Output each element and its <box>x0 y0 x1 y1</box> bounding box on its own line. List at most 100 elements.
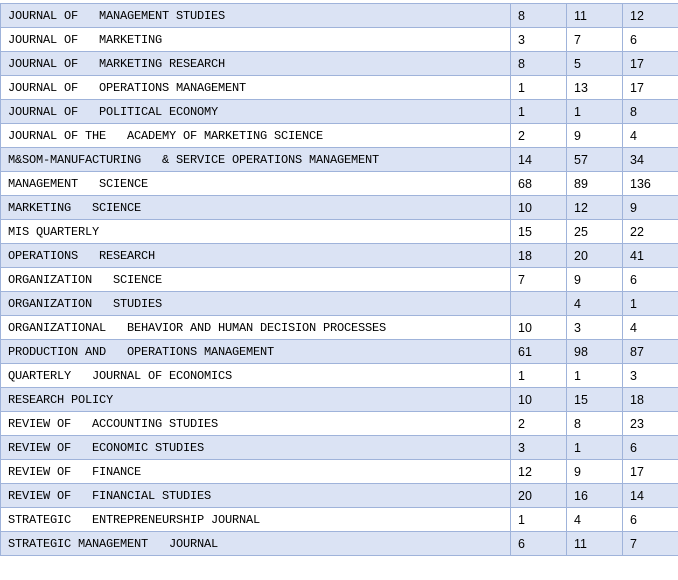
journal-name: JOURNAL OF MARKETING <box>0 27 511 52</box>
count-cell: 6 <box>622 507 678 532</box>
journal-name: RESEARCH POLICY <box>0 387 511 412</box>
count-cell: 12 <box>510 459 567 484</box>
count-cell: 6 <box>622 267 678 292</box>
journal-name: MARKETING SCIENCE <box>0 195 511 220</box>
count-cell: 8 <box>566 411 623 436</box>
count-cell: 15 <box>566 387 623 412</box>
count-cell: 1 <box>510 363 567 388</box>
journal-name: JOURNAL OF MARKETING RESEARCH <box>0 51 511 76</box>
table-row: M&SOM-MANUFACTURING & SERVICE OPERATIONS… <box>0 147 678 172</box>
table-row: JOURNAL OF OPERATIONS MANAGEMENT 1 13 17 <box>0 75 678 100</box>
count-cell: 4 <box>622 315 678 340</box>
journal-name: REVIEW OF FINANCE <box>0 459 511 484</box>
count-cell: 41 <box>622 243 678 268</box>
table-row: REVIEW OF FINANCIAL STUDIES 20 16 14 <box>0 483 678 508</box>
count-cell: 9 <box>566 267 623 292</box>
table-row: REVIEW OF FINANCE 12 9 17 <box>0 459 678 484</box>
count-cell: 18 <box>622 387 678 412</box>
table-row: MANAGEMENT SCIENCE 68 89 136 <box>0 171 678 196</box>
count-cell: 17 <box>622 51 678 76</box>
count-cell: 4 <box>566 291 623 316</box>
count-cell: 10 <box>510 315 567 340</box>
count-cell: 10 <box>510 195 567 220</box>
count-cell: 136 <box>622 171 678 196</box>
count-cell: 20 <box>566 243 623 268</box>
count-cell: 2 <box>510 411 567 436</box>
table-row: STRATEGIC ENTREPRENEURSHIP JOURNAL 1 4 6 <box>0 507 678 532</box>
journal-name: QUARTERLY JOURNAL OF ECONOMICS <box>0 363 511 388</box>
journal-name: JOURNAL OF MANAGEMENT STUDIES <box>0 3 511 28</box>
count-cell: 11 <box>566 531 623 556</box>
count-cell: 1 <box>566 363 623 388</box>
table-row: PRODUCTION AND OPERATIONS MANAGEMENT 61 98… <box>0 339 678 364</box>
table-row: JOURNAL OF MARKETING 3 7 6 <box>0 27 678 52</box>
count-cell: 15 <box>510 219 567 244</box>
count-cell: 3 <box>510 435 567 460</box>
journal-name: M&SOM-MANUFACTURING & SERVICE OPERATIONS… <box>0 147 511 172</box>
table-row: JOURNAL OF THE ACADEMY OF MARKETING SCIE… <box>0 123 678 148</box>
journal-name: ORGANIZATION STUDIES <box>0 291 511 316</box>
count-cell: 6 <box>510 531 567 556</box>
count-cell: 12 <box>622 3 678 28</box>
table-body: JOURNAL OF MANAGEMENT STUDIES 8 11 12 JOURNA… <box>0 3 678 556</box>
table-row: JOURNAL OF MARKETING RESEARCH 8 5 17 <box>0 51 678 76</box>
count-cell: 11 <box>566 3 623 28</box>
count-cell: 1 <box>622 291 678 316</box>
count-cell: 4 <box>566 507 623 532</box>
journal-name: ORGANIZATIONAL BEHAVIOR AND HUMAN DECISI… <box>0 315 511 340</box>
count-cell: 1 <box>566 99 623 124</box>
count-cell: 57 <box>566 147 623 172</box>
count-cell: 7 <box>510 267 567 292</box>
count-cell: 3 <box>622 363 678 388</box>
count-cell: 16 <box>566 483 623 508</box>
count-cell: 89 <box>566 171 623 196</box>
count-cell: 3 <box>510 27 567 52</box>
count-cell: 14 <box>622 483 678 508</box>
count-cell: 20 <box>510 483 567 508</box>
table-row: JOURNAL OF POLITICAL ECONOMY 1 1 8 <box>0 99 678 124</box>
journal-table: JOURNAL OF MANAGEMENT STUDIES 8 11 12 JOURNA… <box>0 3 678 556</box>
count-cell: 9 <box>622 195 678 220</box>
count-cell: 13 <box>566 75 623 100</box>
count-cell: 61 <box>510 339 567 364</box>
count-cell: 98 <box>566 339 623 364</box>
count-cell: 7 <box>622 531 678 556</box>
count-cell: 8 <box>510 51 567 76</box>
journal-name: MANAGEMENT SCIENCE <box>0 171 511 196</box>
table-row: QUARTERLY JOURNAL OF ECONOMICS 1 1 3 <box>0 363 678 388</box>
count-cell: 17 <box>622 459 678 484</box>
count-cell: 1 <box>566 435 623 460</box>
count-cell: 8 <box>510 3 567 28</box>
count-cell: 9 <box>566 459 623 484</box>
count-cell: 4 <box>622 123 678 148</box>
journal-name: ORGANIZATION SCIENCE <box>0 267 511 292</box>
count-cell: 25 <box>566 219 623 244</box>
journal-name: JOURNAL OF OPERATIONS MANAGEMENT <box>0 75 511 100</box>
table-row: STRATEGIC MANAGEMENT JOURNAL 6 11 7 <box>0 531 678 556</box>
count-cell: 68 <box>510 171 567 196</box>
journal-name: STRATEGIC ENTREPRENEURSHIP JOURNAL <box>0 507 511 532</box>
table-row: ORGANIZATIONAL BEHAVIOR AND HUMAN DECISI… <box>0 315 678 340</box>
count-cell: 87 <box>622 339 678 364</box>
count-cell: 8 <box>622 99 678 124</box>
count-cell: 12 <box>566 195 623 220</box>
count-cell: 14 <box>510 147 567 172</box>
table-row: OPERATIONS RESEARCH 18 20 41 <box>0 243 678 268</box>
table-row: JOURNAL OF MANAGEMENT STUDIES 8 11 12 <box>0 3 678 28</box>
count-cell: 10 <box>510 387 567 412</box>
count-cell: 18 <box>510 243 567 268</box>
table-row: MIS QUARTERLY 15 25 22 <box>0 219 678 244</box>
count-cell: 9 <box>566 123 623 148</box>
count-cell: 17 <box>622 75 678 100</box>
count-cell: 1 <box>510 507 567 532</box>
journal-name: STRATEGIC MANAGEMENT JOURNAL <box>0 531 511 556</box>
count-cell: 6 <box>622 27 678 52</box>
count-cell: 1 <box>510 99 567 124</box>
table-row: REVIEW OF ECONOMIC STUDIES 3 1 6 <box>0 435 678 460</box>
count-cell: 3 <box>566 315 623 340</box>
table-container: JOURNAL OF MANAGEMENT STUDIES 8 11 12 JOURNA… <box>0 3 678 556</box>
table-row: ORGANIZATION STUDIES 4 1 <box>0 291 678 316</box>
journal-name: MIS QUARTERLY <box>0 219 511 244</box>
journal-name: JOURNAL OF THE ACADEMY OF MARKETING SCIE… <box>0 123 511 148</box>
